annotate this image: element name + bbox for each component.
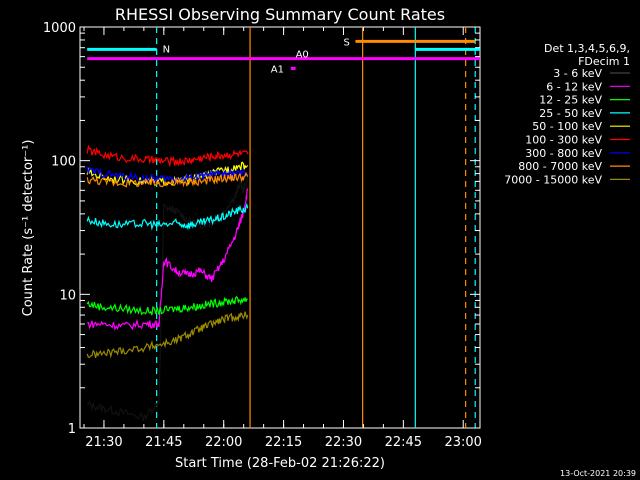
x-tick-label: 22:45 bbox=[385, 435, 422, 450]
x-tick-label: 22:30 bbox=[325, 435, 362, 450]
annotation-label-s: S bbox=[343, 37, 349, 48]
legend-label-100-300-kev: 100 - 300 keV bbox=[525, 134, 602, 147]
legend-label-800-7000-kev: 800 - 7000 keV bbox=[518, 160, 602, 173]
y-tick-label: 1000 bbox=[43, 21, 76, 36]
series-line-100-300-kev bbox=[86, 144, 249, 168]
series-line-300-800-kev bbox=[86, 165, 249, 184]
x-tick-label: 23:00 bbox=[444, 435, 481, 450]
series-lines bbox=[86, 144, 249, 422]
legend-label-300-800-kev: 300 - 800 keV bbox=[525, 147, 602, 160]
series-line-25-50-kev bbox=[86, 202, 249, 231]
x-tick-label: 22:15 bbox=[265, 435, 302, 450]
series-line-12-25-kev bbox=[86, 295, 248, 316]
x-tick-label: 21:30 bbox=[85, 435, 122, 450]
annotation-label-a1: A1 bbox=[271, 64, 284, 75]
x-axis-label: Start Time (28-Feb-02 21:26:22) bbox=[175, 456, 385, 471]
legend-label-7000-15000-kev: 7000 - 15000 keV bbox=[504, 173, 602, 186]
series-line-6-12-kev bbox=[86, 188, 249, 331]
legend-label-3-6-kev: 3 - 6 keV bbox=[553, 67, 602, 80]
series-line-7000-15000-kev bbox=[86, 311, 249, 359]
x-axis-ticks: 21:30 21:45 22:00 22:15 22:30 22:45 23:00 bbox=[83, 27, 482, 450]
plot-border bbox=[79, 26, 481, 429]
vertical-lines bbox=[156, 27, 476, 428]
legend-label-25-50-kev: 25 - 50 keV bbox=[539, 107, 602, 120]
legend-label-50-100-kev: 50 - 100 keV bbox=[532, 120, 602, 133]
footer-date: 13-Oct-2021 20:39 bbox=[560, 469, 636, 478]
annotation-label-n: N bbox=[163, 44, 170, 55]
series-line-3-6-kev bbox=[86, 175, 249, 422]
series-line-800-7000-kev bbox=[86, 171, 249, 188]
series-line-50-100-kev bbox=[86, 161, 249, 187]
legend-title-line: Det 1,3,4,5,6,9, bbox=[544, 42, 630, 55]
annotation-bars: N S A0 A1 bbox=[87, 37, 480, 75]
y-axis-label: Count Rate (s⁻¹ detector⁻¹) bbox=[21, 140, 36, 317]
x-tick-label: 22:00 bbox=[205, 435, 242, 450]
annotation-label-a0: A0 bbox=[296, 50, 309, 61]
plot-frame bbox=[79, 26, 481, 429]
y-tick-label: 10 bbox=[59, 288, 76, 303]
legend-title-line: FDecim 1 bbox=[578, 55, 630, 68]
x-tick-label: 21:45 bbox=[145, 435, 182, 450]
y-axis-ticks: 1 10 100 1000 bbox=[43, 21, 480, 437]
y-tick-label: 1 bbox=[68, 422, 76, 437]
chart-title: RHESSI Observing Summary Count Rates bbox=[115, 5, 445, 24]
y-tick-label: 100 bbox=[51, 155, 76, 170]
legend-label-12-25-kev: 12 - 25 keV bbox=[539, 94, 602, 107]
legend-label-6-12-kev: 6 - 12 keV bbox=[546, 80, 602, 93]
